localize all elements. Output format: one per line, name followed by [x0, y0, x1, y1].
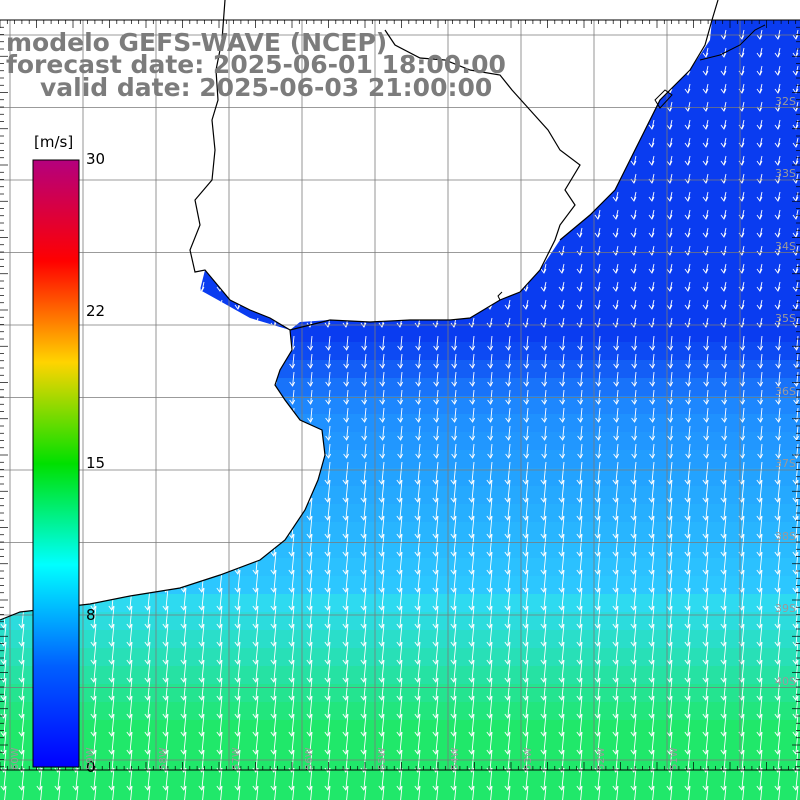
- colorbar-unit: [m/s]: [34, 133, 74, 151]
- lon-label-57w: 57W: [231, 747, 242, 770]
- lat-label-32s: 32S: [775, 95, 796, 108]
- lon-label-55w: 55W: [377, 747, 388, 770]
- lon-label-56w: 56W: [304, 747, 315, 770]
- lat-label-39s: 39S: [775, 602, 796, 615]
- lat-label-33s: 33S: [775, 167, 796, 180]
- lon-label-59w: 59W: [85, 747, 96, 770]
- forecast-date: forecast date: 2025-06-01 18:00:00: [6, 50, 506, 79]
- lon-label-53w: 53W: [523, 747, 534, 770]
- lat-lon-grid: [0, 20, 800, 770]
- colorbar-tick-0: 0: [86, 758, 96, 776]
- lon-label-54w: 54W: [450, 747, 461, 770]
- lon-label-52w: 52W: [596, 747, 607, 770]
- model-title: modelo GEFS-WAVE (NCEP): [6, 28, 388, 57]
- colorbar-tick-22: 22: [86, 302, 106, 320]
- lon-label-51w: 51W: [669, 747, 680, 770]
- colorbar-tick-30: 30: [86, 150, 106, 168]
- lat-label-37s: 37S: [775, 457, 796, 470]
- colorbar-tick-8: 8: [86, 606, 96, 624]
- lat-label-35s: 35S: [775, 312, 796, 325]
- lat-label-36s: 36S: [775, 385, 796, 398]
- valid-date: valid date: 2025-06-03 21:00:00: [40, 73, 493, 102]
- lat-label-40s: 40S: [775, 675, 796, 688]
- colorbar-tick-15: 15: [86, 454, 106, 472]
- frame-ticks: [0, 19, 800, 771]
- lat-label-34s: 34S: [775, 240, 796, 253]
- coastline: [0, 0, 766, 621]
- lon-label-58w: 58W: [158, 747, 169, 770]
- colorbar: [32, 159, 80, 768]
- lat-label-38s: 38S: [775, 530, 796, 543]
- lon-label-60w: 60W: [10, 747, 21, 770]
